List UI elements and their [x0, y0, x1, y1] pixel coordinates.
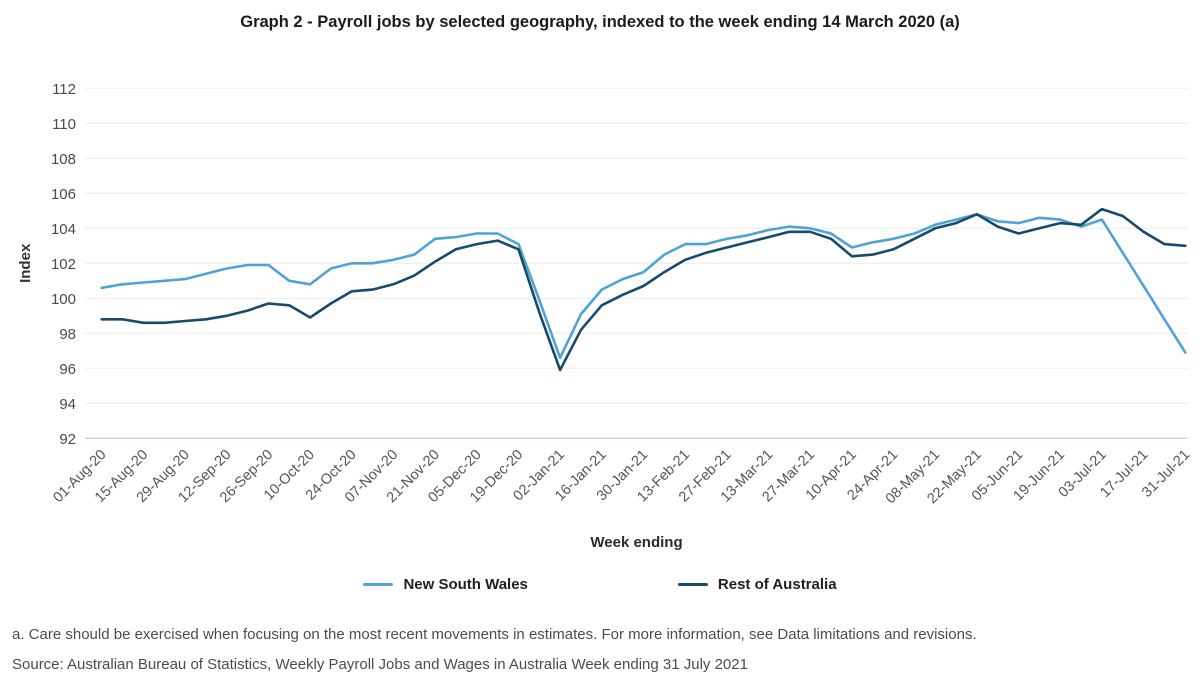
- y-tick-label: 104: [51, 221, 76, 238]
- y-tick-label: 102: [51, 256, 76, 273]
- legend-item: Rest of Australia: [677, 576, 837, 593]
- x-axis-title: Week ending: [590, 534, 683, 551]
- y-tick-label: 94: [59, 396, 76, 413]
- legend-label: Rest of Australia: [717, 576, 837, 593]
- y-tick-label: 100: [51, 291, 76, 308]
- line-chart-canvas: 92949698100102104106108110112Index01-Aug…: [17, 81, 1193, 507]
- chart-title: Graph 2 - Payroll jobs by selected geogr…: [240, 13, 960, 31]
- y-tick-label: 108: [51, 151, 76, 168]
- y-tick-label: 110: [52, 116, 76, 133]
- series-line-1: [100, 207, 1187, 372]
- y-tick-label: 106: [51, 186, 76, 203]
- y-tick-label: 98: [59, 326, 76, 343]
- legend-swatch: [363, 582, 394, 587]
- legend-item: New South Wales: [363, 576, 528, 593]
- y-axis-label: Index: [17, 243, 34, 283]
- legend-swatch: [677, 582, 708, 587]
- y-tick-label: 92: [59, 431, 76, 448]
- chart-legend: New South Wales Rest of Australia: [0, 576, 1200, 593]
- footnote: a. Care should be exercised when focusin…: [12, 626, 977, 643]
- source-note: Source: Australian Bureau of Statistics,…: [12, 656, 748, 673]
- series-line-0: [100, 213, 1187, 360]
- legend-label: New South Wales: [403, 576, 528, 593]
- y-tick-label: 112: [52, 81, 76, 98]
- y-tick-label: 96: [59, 361, 76, 378]
